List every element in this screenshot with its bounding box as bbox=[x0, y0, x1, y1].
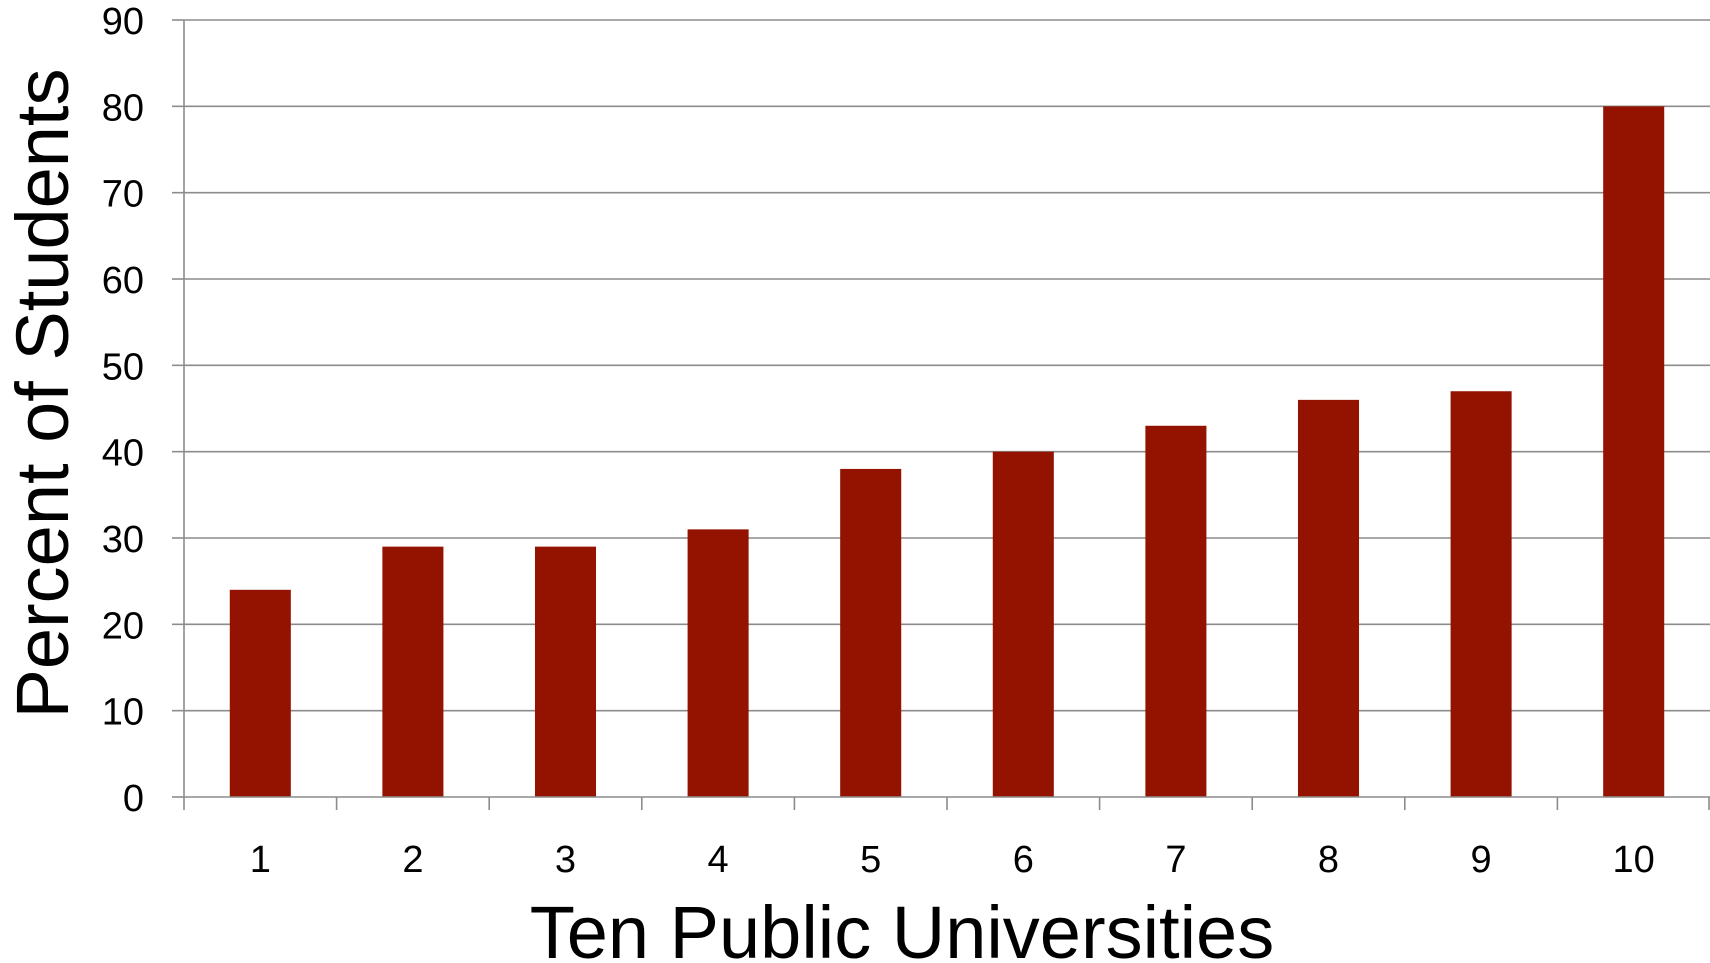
y-tick-label-90: 90 bbox=[102, 1, 144, 43]
x-tick-label-1: 1 bbox=[250, 839, 271, 881]
bars bbox=[229, 106, 1665, 798]
x-tick-label-3: 3 bbox=[555, 839, 576, 881]
x-tick-label-6: 6 bbox=[1013, 839, 1034, 881]
y-tick-label-0: 0 bbox=[123, 778, 144, 820]
y-tick-label-50: 50 bbox=[102, 346, 144, 388]
bar-5 bbox=[840, 468, 902, 797]
bar-1 bbox=[229, 589, 291, 797]
x-tick-label-8: 8 bbox=[1318, 839, 1339, 881]
y-tick-label-80: 80 bbox=[102, 87, 144, 129]
x-tick-labels: 1 2 3 4 5 6 7 8 9 10 bbox=[250, 839, 1655, 881]
bar-2 bbox=[382, 546, 444, 797]
x-tick-label-4: 4 bbox=[708, 839, 729, 881]
bar-6 bbox=[992, 451, 1054, 797]
x-tick-label-5: 5 bbox=[860, 839, 881, 881]
x-tick-label-7: 7 bbox=[1165, 839, 1186, 881]
bar-7 bbox=[1145, 425, 1207, 797]
y-tick-label-60: 60 bbox=[102, 260, 144, 302]
x-tick-label-10: 10 bbox=[1613, 839, 1655, 881]
bar-9 bbox=[1450, 391, 1512, 797]
axes bbox=[172, 19, 1710, 810]
y-tick-label-30: 30 bbox=[102, 519, 144, 561]
y-axis-title: Percent of Students bbox=[1, 69, 84, 719]
bar-4 bbox=[687, 529, 749, 797]
y-tick-label-20: 20 bbox=[102, 605, 144, 647]
x-tick-label-2: 2 bbox=[402, 839, 423, 881]
bar-3 bbox=[534, 546, 597, 797]
bar-10 bbox=[1603, 106, 1665, 798]
x-axis-title: Ten Public Universities bbox=[530, 891, 1274, 963]
y-tick-label-70: 70 bbox=[102, 174, 144, 216]
y-tick-label-40: 40 bbox=[102, 433, 144, 475]
y-tick-label-10: 10 bbox=[102, 692, 144, 734]
y-tick-labels: 0 10 20 30 40 50 60 70 80 90 bbox=[102, 1, 144, 820]
bar-8 bbox=[1297, 399, 1360, 797]
x-tick-label-9: 9 bbox=[1471, 839, 1492, 881]
